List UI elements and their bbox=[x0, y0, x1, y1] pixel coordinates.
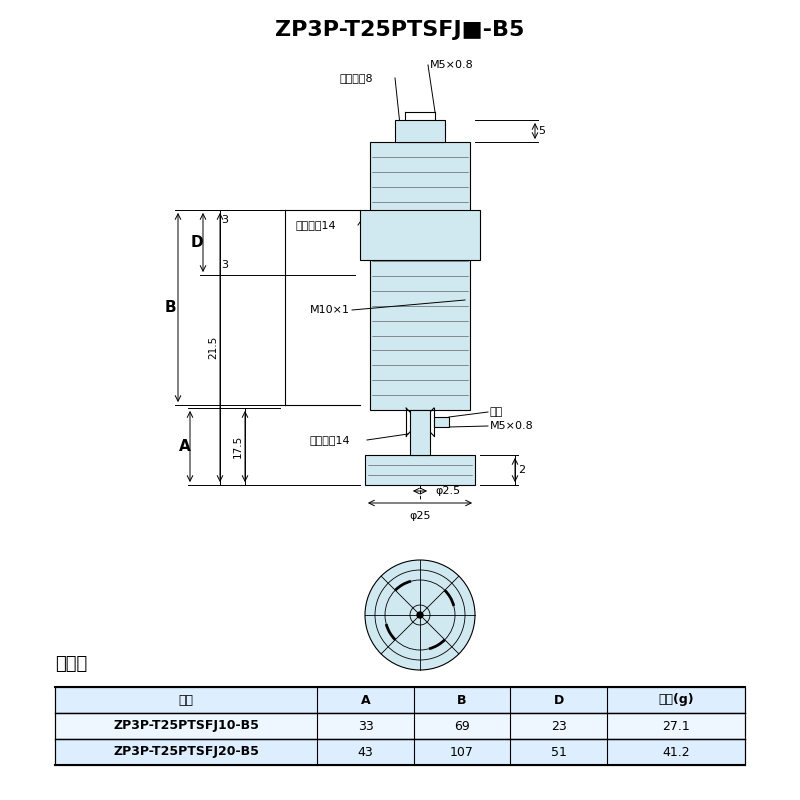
Polygon shape bbox=[365, 455, 475, 485]
Text: ZP3P-T25PTSFJ10-B5: ZP3P-T25PTSFJ10-B5 bbox=[113, 719, 259, 733]
Text: B: B bbox=[458, 694, 467, 706]
Text: 3: 3 bbox=[222, 260, 229, 270]
Text: 3: 3 bbox=[222, 215, 229, 225]
Polygon shape bbox=[395, 120, 445, 142]
Text: 41.2: 41.2 bbox=[662, 746, 690, 758]
Polygon shape bbox=[360, 210, 480, 260]
Text: 2: 2 bbox=[518, 465, 525, 475]
Text: 六角对聱8: 六角对聱8 bbox=[340, 73, 374, 83]
Text: 5: 5 bbox=[538, 126, 545, 136]
Text: 尺寸表: 尺寸表 bbox=[55, 655, 87, 673]
Circle shape bbox=[417, 612, 423, 618]
Text: D: D bbox=[190, 235, 203, 250]
Text: 107: 107 bbox=[450, 746, 474, 758]
Text: M10×1: M10×1 bbox=[310, 305, 350, 315]
Text: 质量(g): 质量(g) bbox=[658, 694, 694, 706]
Text: 六角对聱14: 六角对聱14 bbox=[295, 220, 336, 230]
Text: 型号: 型号 bbox=[178, 694, 194, 706]
Text: 夹持面间14: 夹持面间14 bbox=[310, 435, 350, 445]
Text: 21.5: 21.5 bbox=[208, 336, 218, 359]
Text: B: B bbox=[164, 300, 176, 315]
Text: D: D bbox=[554, 694, 564, 706]
Text: A: A bbox=[179, 439, 191, 454]
Text: φ25: φ25 bbox=[410, 511, 430, 521]
Polygon shape bbox=[434, 417, 449, 427]
Text: 17.5: 17.5 bbox=[233, 435, 243, 458]
Polygon shape bbox=[55, 739, 745, 765]
Text: 33: 33 bbox=[358, 719, 374, 733]
Text: ZP3P-T25PTSFJ20-B5: ZP3P-T25PTSFJ20-B5 bbox=[113, 746, 259, 758]
Polygon shape bbox=[410, 410, 430, 455]
Polygon shape bbox=[55, 687, 745, 713]
Text: 43: 43 bbox=[358, 746, 374, 758]
Text: ZP3P-T25PTSFJ■-B5: ZP3P-T25PTSFJ■-B5 bbox=[275, 20, 525, 40]
Text: A: A bbox=[361, 694, 370, 706]
Text: 27.1: 27.1 bbox=[662, 719, 690, 733]
Circle shape bbox=[365, 560, 475, 670]
Polygon shape bbox=[370, 142, 470, 410]
Text: 51: 51 bbox=[550, 746, 566, 758]
Text: M5×0.8: M5×0.8 bbox=[430, 60, 474, 70]
Text: 垵片: 垵片 bbox=[490, 407, 503, 417]
Text: 23: 23 bbox=[551, 719, 566, 733]
Polygon shape bbox=[55, 713, 745, 739]
Text: M5×0.8: M5×0.8 bbox=[490, 421, 534, 431]
Text: 69: 69 bbox=[454, 719, 470, 733]
Text: φ2.5: φ2.5 bbox=[435, 486, 460, 496]
